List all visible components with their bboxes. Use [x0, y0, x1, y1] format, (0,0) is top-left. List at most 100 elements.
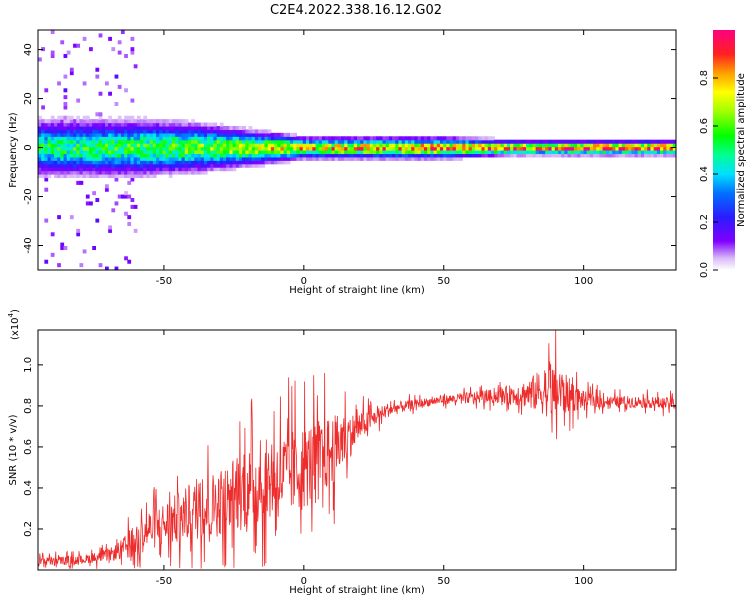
- heatmap-cell: [120, 143, 125, 148]
- heatmap-cell: [420, 146, 425, 151]
- heatmap-cell: [53, 139, 58, 144]
- heatmap-cell: [50, 136, 55, 141]
- heatmap-cell: [47, 174, 52, 179]
- heatmap-cell: [203, 126, 208, 131]
- heatmap-cell: [98, 122, 103, 127]
- heatmap-cell: [85, 132, 90, 137]
- heatmap-cell: [644, 146, 648, 151]
- heatmap-cell: [503, 143, 508, 148]
- heatmap-cell: [379, 153, 384, 158]
- heatmap-cell: [194, 136, 199, 141]
- heatmap-cell: [194, 156, 199, 161]
- heatmap-cell: [181, 129, 186, 134]
- heatmap-cell: [551, 139, 556, 144]
- heatmap-cell: [57, 139, 61, 144]
- heatmap-cell: [487, 153, 492, 158]
- heatmap-cell: [439, 136, 444, 141]
- heatmap-cell: [213, 136, 218, 141]
- heatmap-cell: [621, 146, 626, 151]
- heatmap-cell: [238, 139, 243, 144]
- heatmap-cell: [535, 143, 540, 148]
- heatmap-cell: [130, 139, 135, 144]
- heatmap-cell: [280, 139, 285, 144]
- heatmap-cell: [95, 146, 100, 151]
- heatmap-cell: [124, 153, 128, 158]
- heatmap-cell: [663, 143, 668, 148]
- heatmap-cell: [178, 132, 183, 137]
- colorbar: 0.00.20.40.60.8 Normalized spectral ampl…: [699, 30, 747, 278]
- heatmap-cell: [203, 122, 208, 127]
- heatmap-cell: [191, 122, 195, 127]
- heatmap-cell: [506, 150, 511, 155]
- heatmap-cell: [111, 122, 116, 127]
- heatmap-cell: [114, 160, 119, 165]
- heatmap-cell: [449, 146, 454, 151]
- heatmap-cell: [618, 146, 623, 151]
- heatmap-cell: [111, 126, 116, 131]
- heatmap-cell: [101, 170, 106, 175]
- heatmap-cell: [146, 160, 151, 165]
- heatmap-cell: [347, 143, 352, 148]
- heatmap-cell: [433, 139, 438, 144]
- heatmap-cell: [350, 139, 355, 144]
- heatmap-cell: [79, 156, 84, 161]
- heatmap-cell: [41, 150, 45, 155]
- heatmap-cell: [127, 160, 132, 165]
- heatmap-cell: [133, 150, 138, 155]
- heatmap-cell: [554, 139, 559, 144]
- heatmap-cell: [152, 126, 157, 131]
- heatmap-cell: [545, 139, 549, 144]
- heatmap-cell: [408, 143, 412, 148]
- heatmap-cell: [194, 132, 199, 137]
- heatmap-cell: [235, 153, 240, 158]
- heatmap-cell: [149, 122, 154, 127]
- heatmap-cell: [274, 143, 278, 148]
- heatmap-cell: [76, 143, 81, 148]
- heatmap-cell: [245, 136, 250, 141]
- heatmap-cell: [216, 153, 221, 158]
- heatmap-cell: [293, 132, 297, 137]
- heatmap-cell: [443, 150, 447, 155]
- heatmap-cell: [532, 139, 537, 144]
- heatmap-cell: [408, 156, 412, 161]
- heatmap-cell: [165, 170, 170, 175]
- heatmap-cell: [293, 143, 297, 148]
- heatmap-cell: [226, 143, 230, 148]
- heatmap-cell: [337, 143, 342, 148]
- heatmap-cell: [47, 150, 52, 155]
- heatmap-cell: [111, 132, 116, 137]
- heatmap-cell: [50, 115, 55, 120]
- y-tick-label: 40: [23, 43, 34, 56]
- heatmap-cell: [38, 174, 42, 179]
- heatmap-cell: [101, 160, 106, 165]
- heatmap-cell: [156, 129, 160, 134]
- heatmap-cell: [57, 132, 61, 137]
- heatmap-cell: [95, 139, 100, 144]
- heatmap-cell: [404, 139, 409, 144]
- heatmap-cell: [561, 143, 565, 148]
- heatmap-cell: [191, 167, 195, 172]
- heatmap-cell: [44, 218, 49, 223]
- heatmap-cell: [305, 136, 310, 141]
- heatmap-cell: [213, 143, 218, 148]
- heatmap-cell: [423, 150, 428, 155]
- heatmap-cell: [216, 156, 221, 161]
- heatmap-cell: [510, 153, 514, 158]
- heatmap-cell: [280, 143, 285, 148]
- heatmap-cell: [191, 126, 195, 131]
- heatmap-cell: [120, 156, 125, 161]
- heatmap-cell: [95, 119, 100, 124]
- heatmap-cell: [130, 115, 135, 120]
- heatmap-cell: [551, 153, 556, 158]
- heatmap-cell: [414, 153, 419, 158]
- heatmap-cell: [433, 153, 438, 158]
- heatmap-cell: [117, 174, 122, 179]
- heatmap-cell: [251, 139, 256, 144]
- heatmap-cell: [79, 180, 84, 185]
- heatmap-cell: [334, 136, 339, 141]
- heatmap-cell: [200, 132, 205, 137]
- heatmap-cell: [223, 139, 227, 144]
- heatmap-cell: [328, 153, 333, 158]
- heatmap-cell: [53, 150, 58, 155]
- heatmap-cell: [465, 143, 470, 148]
